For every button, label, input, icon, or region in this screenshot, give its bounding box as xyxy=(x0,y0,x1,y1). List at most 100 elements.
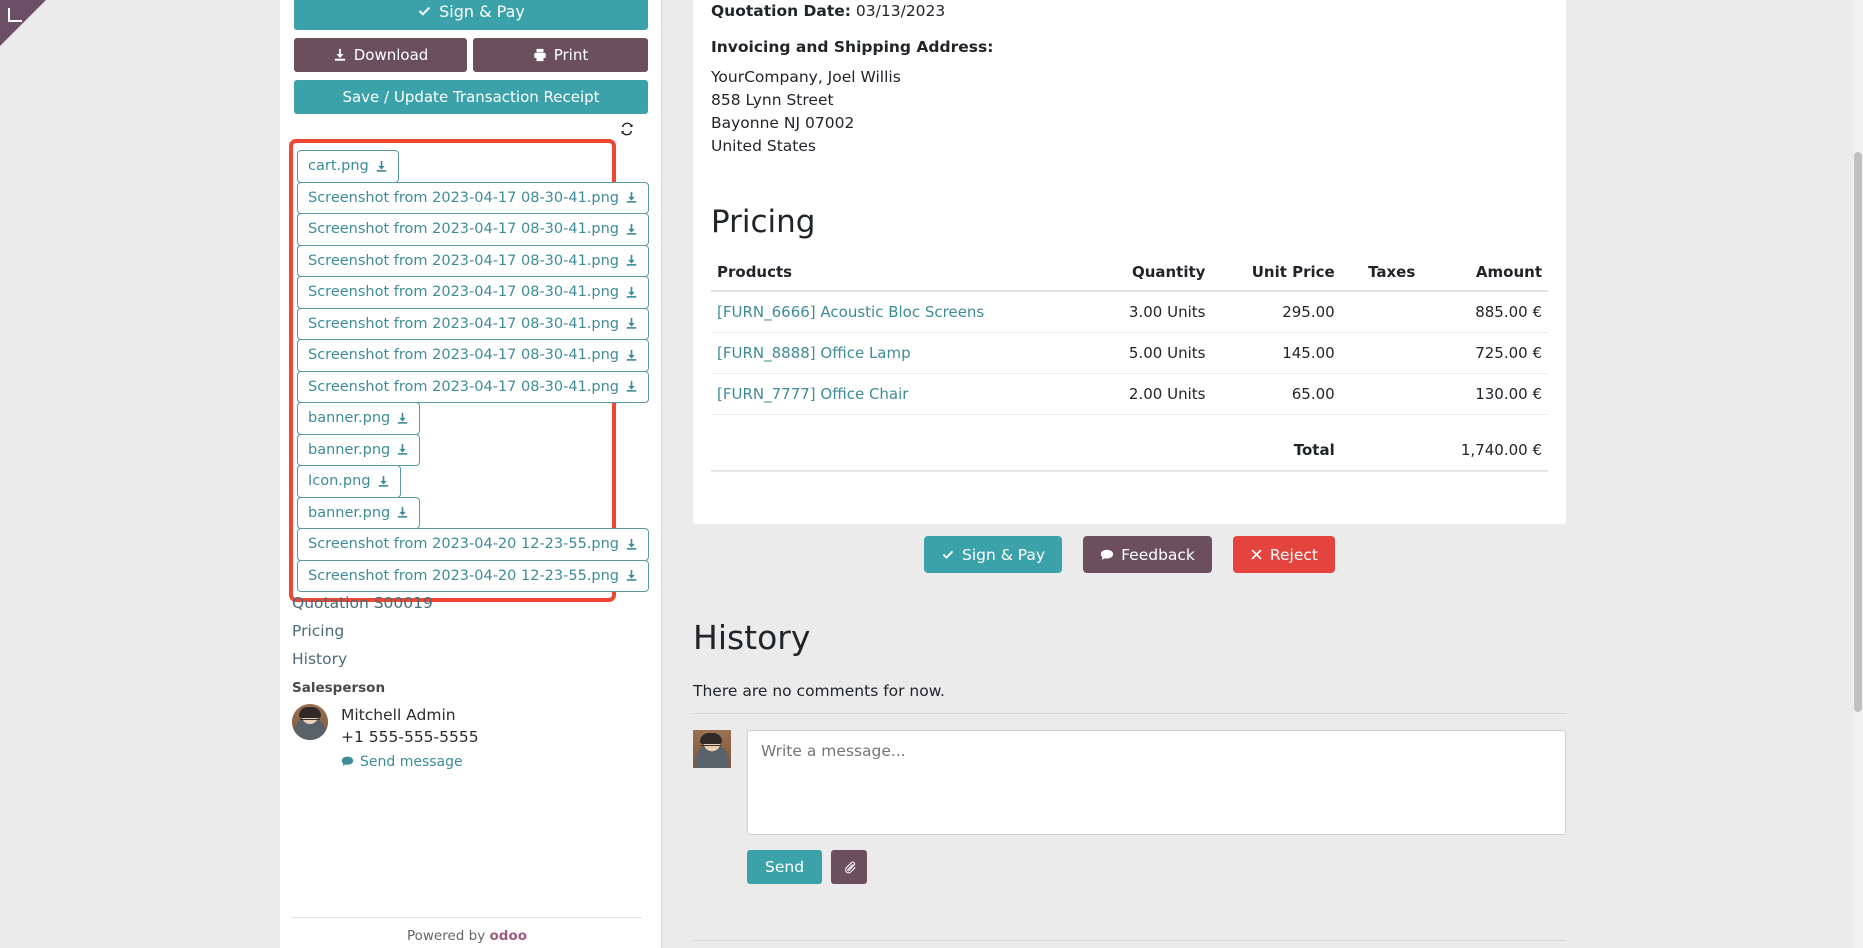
download-icon xyxy=(626,192,637,203)
save-update-transaction-receipt-button[interactable]: Save / Update Transaction Receipt xyxy=(294,80,648,114)
attachment-item[interactable]: Screenshot from 2023-04-17 08-30-41.png xyxy=(297,276,650,309)
history-divider xyxy=(693,713,1566,714)
pricing-table: Products Quantity Unit Price Taxes Amoun… xyxy=(711,253,1548,472)
download-icon xyxy=(626,223,637,235)
attachment-name: Screenshot from 2023-04-17 08-30-41.png xyxy=(308,284,620,300)
product-link[interactable]: [FURN_7777] Office Chair xyxy=(717,384,909,403)
address-line: 858 Lynn Street xyxy=(711,90,834,109)
quotation-body: Quotation Date: 03/13/2023 Invoicing and… xyxy=(711,2,1548,472)
attachment-name: Screenshot from 2023-04-17 08-30-41.png xyxy=(308,189,620,206)
sidebar-nav-item[interactable]: Quotation S00019 xyxy=(292,594,433,612)
attachment-item[interactable]: cart.png xyxy=(297,150,399,183)
attachment-item[interactable]: Screenshot from 2023-04-17 08-30-41.png xyxy=(297,307,650,340)
column-header-taxes: Taxes xyxy=(1340,253,1422,292)
attachment-name: Screenshot from 2023-04-20 12-23-55.png xyxy=(308,536,620,552)
sidebar-nav: Quotation S00019 Pricing History xyxy=(292,589,642,673)
attachment-item[interactable]: Screenshot from 2023-04-20 12-23-55.png xyxy=(297,559,650,592)
address-block: YourCompany, Joel Willis 858 Lynn Street… xyxy=(711,66,1548,158)
attachment-name: Icon.png xyxy=(308,473,371,489)
attachment-item[interactable]: Icon.png xyxy=(297,465,401,498)
cell-taxes xyxy=(1340,332,1422,374)
total-label: Total xyxy=(1293,440,1335,459)
column-header-quantity: Quantity xyxy=(1090,253,1212,292)
reject-button[interactable]: Reject xyxy=(1232,536,1335,573)
comment-icon xyxy=(341,757,354,767)
download-icon xyxy=(626,286,637,298)
pricing-table-body: [FURN_6666] Acoustic Bloc Screens 3.00 Un… xyxy=(711,290,1548,415)
check-icon xyxy=(419,6,431,16)
attachment-item[interactable]: Screenshot from 2023-04-17 08-30-41.png xyxy=(297,339,650,372)
feedback-button[interactable]: Feedback xyxy=(1083,536,1212,573)
sidebar-nav-item[interactable]: History xyxy=(292,650,348,668)
scrollbar-thumb[interactable] xyxy=(1854,152,1862,712)
download-icon xyxy=(626,255,637,266)
sign-and-pay-button[interactable]: Sign & Pay xyxy=(924,536,1063,573)
attachment-name: cart.png xyxy=(308,158,369,174)
product-link[interactable]: [FURN_8888] Office Lamp xyxy=(717,343,911,362)
pricing-header-row: Products Quantity Unit Price Taxes Amoun… xyxy=(711,253,1548,292)
corner-ribbon xyxy=(0,0,46,46)
attachment-list: cart.png Screenshot from 2023-04-17 08-30… xyxy=(293,150,650,592)
cell-amount: 885.00 € xyxy=(1421,290,1548,333)
action-buttons: Sign & Pay Feedback Reject xyxy=(693,536,1566,573)
download-button[interactable]: Download xyxy=(294,38,467,72)
download-icon xyxy=(626,381,637,392)
history-heading: History xyxy=(693,618,811,657)
pricing-table-foot: Total 1,740.00 € xyxy=(711,414,1548,472)
main-content: Quotation Date: 03/13/2023 Invoicing and… xyxy=(662,0,1863,948)
sidebar-nav-item[interactable]: Pricing xyxy=(292,622,345,640)
composer-actions: Send xyxy=(747,850,1566,884)
attachment-item[interactable]: Screenshot from 2023-04-17 08-30-41.png xyxy=(297,181,650,214)
check-icon xyxy=(942,550,954,559)
attach-file-button[interactable] xyxy=(831,850,868,884)
attachment-name: Screenshot from 2023-04-17 08-30-41.png xyxy=(308,378,620,395)
odoo-logo: odoo xyxy=(489,928,528,944)
product-link[interactable]: [FURN_6666] Acoustic Bloc Screens xyxy=(717,302,985,321)
column-header-unit-price: Unit Price xyxy=(1211,253,1341,292)
pricing-table-head: Products Quantity Unit Price Taxes Amoun… xyxy=(711,253,1548,292)
attachment-item[interactable]: Screenshot from 2023-04-20 12-23-55.png xyxy=(297,528,650,561)
attachment-item[interactable]: banner.png xyxy=(297,433,421,466)
sidebar-sign-and-pay-button[interactable]: Sign & Pay xyxy=(294,0,648,30)
address-title: Invoicing and Shipping Address: xyxy=(711,38,994,56)
download-icon xyxy=(334,48,345,61)
salesperson-avatar xyxy=(292,704,328,740)
attachments-panel: cart.png Screenshot from 2023-04-17 08-30… xyxy=(289,139,650,602)
download-icon xyxy=(626,570,637,581)
quotation-date: Quotation Date: 03/13/2023 xyxy=(711,2,1548,20)
download-icon xyxy=(398,507,408,518)
refresh-row xyxy=(294,118,648,140)
message-input[interactable] xyxy=(747,730,1566,835)
attachment-item[interactable]: banner.png xyxy=(297,496,421,529)
scrollbar-track[interactable] xyxy=(1853,0,1863,948)
cell-taxes xyxy=(1340,373,1422,415)
attachment-item[interactable]: Screenshot from 2023-04-17 08-30-41.png xyxy=(297,370,650,403)
send-label: Send xyxy=(765,858,805,876)
sign-and-pay-label: Sign & Pay xyxy=(962,545,1046,564)
column-header-products: Products xyxy=(711,253,1091,292)
attachment-item[interactable]: Screenshot from 2023-04-17 08-30-41.png xyxy=(297,213,650,246)
bottom-divider xyxy=(693,940,1566,941)
send-message-link[interactable]: Send message xyxy=(341,754,463,770)
attachment-item[interactable]: banner.png xyxy=(297,402,421,435)
attachment-name: Screenshot from 2023-04-17 08-30-41.png xyxy=(308,347,620,363)
close-icon xyxy=(1251,549,1262,560)
cell-unit-price: 295.00 xyxy=(1211,290,1341,333)
salesperson-phone: +1 555-555-5555 xyxy=(341,728,479,747)
total-value: 1,740.00 € xyxy=(1460,440,1542,459)
cell-product: [FURN_6666] Acoustic Bloc Screens xyxy=(711,290,1091,333)
print-button[interactable]: Print xyxy=(473,38,648,72)
cell-unit-price: 145.00 xyxy=(1211,332,1341,374)
send-button[interactable]: Send xyxy=(747,850,823,884)
composer-row xyxy=(693,730,1566,835)
refresh-icon[interactable] xyxy=(619,121,635,137)
table-row: [FURN_6666] Acoustic Bloc Screens 3.00 Un… xyxy=(711,290,1548,333)
download-icon xyxy=(378,475,388,487)
download-icon xyxy=(626,538,637,550)
quotation-card: Quotation Date: 03/13/2023 Invoicing and… xyxy=(693,0,1566,524)
printer-icon xyxy=(534,48,546,62)
attachment-item[interactable]: Screenshot from 2023-04-17 08-30-41.png xyxy=(297,244,650,277)
attachment-name: Screenshot from 2023-04-20 12-23-55.png xyxy=(308,567,620,584)
salesperson-title: Salesperson xyxy=(292,680,386,696)
